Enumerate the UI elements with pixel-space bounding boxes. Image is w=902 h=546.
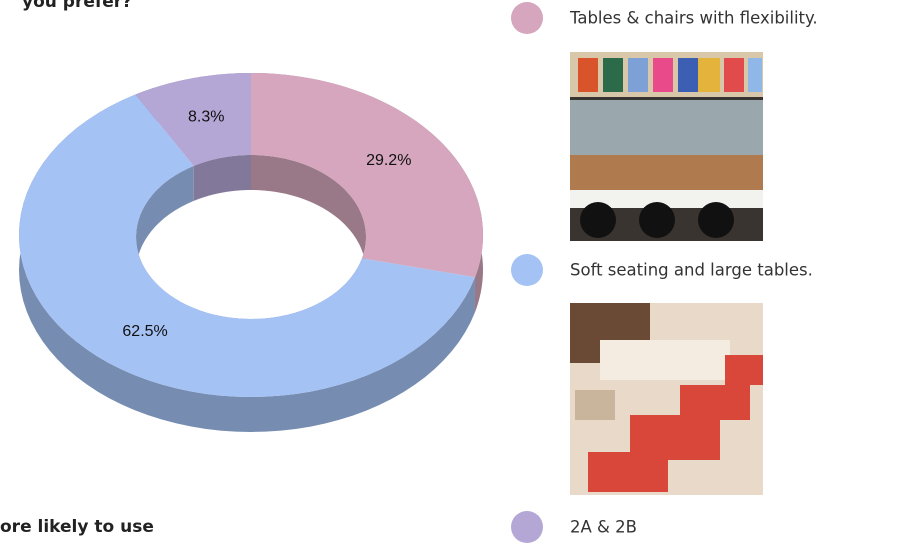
data-label: 29.2% xyxy=(366,152,411,169)
legend-label: Soft seating and large tables. xyxy=(570,261,813,280)
chart: you prefer? ore likely to use 29.2% 62.5%… xyxy=(0,0,902,546)
legend-swatch xyxy=(511,2,543,34)
heading: you prefer? xyxy=(22,0,132,12)
legend-swatch xyxy=(511,254,543,286)
legend-swatch xyxy=(511,511,543,543)
legend-label: 2A & 2B xyxy=(570,518,637,537)
photo xyxy=(570,52,763,241)
data-label: 8.3% xyxy=(188,108,224,125)
heading: ore likely to use xyxy=(0,517,154,537)
donut: 29.2% 62.5% 8.3% xyxy=(19,73,483,432)
legend-label: Tables & chairs with flexibility. xyxy=(569,9,818,28)
photo xyxy=(570,303,763,495)
data-label: 62.5% xyxy=(122,323,167,340)
